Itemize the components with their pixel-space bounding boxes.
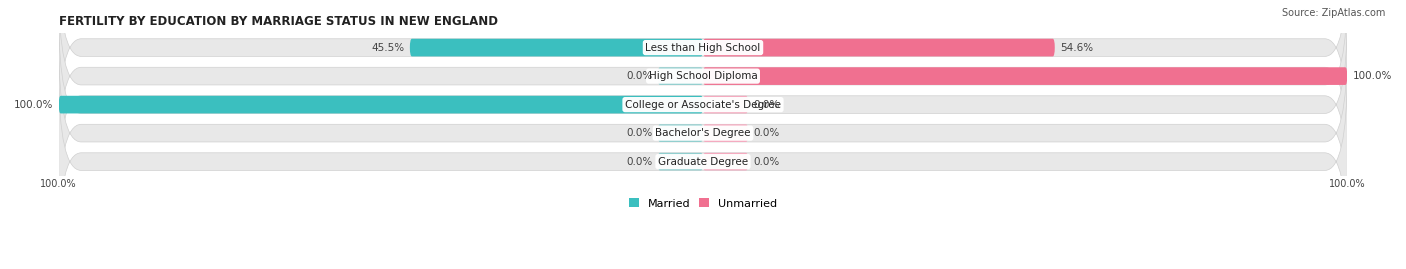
FancyBboxPatch shape: [411, 39, 703, 56]
Text: 0.0%: 0.0%: [754, 128, 779, 138]
FancyBboxPatch shape: [59, 96, 703, 114]
FancyBboxPatch shape: [703, 153, 748, 171]
Text: 0.0%: 0.0%: [627, 128, 652, 138]
FancyBboxPatch shape: [703, 39, 1054, 56]
Text: 0.0%: 0.0%: [627, 71, 652, 81]
Text: College or Associate's Degree: College or Associate's Degree: [626, 100, 780, 109]
FancyBboxPatch shape: [703, 96, 748, 114]
Legend: Married, Unmarried: Married, Unmarried: [624, 194, 782, 213]
FancyBboxPatch shape: [658, 67, 703, 85]
Text: 54.6%: 54.6%: [1060, 43, 1092, 53]
Text: Bachelor's Degree: Bachelor's Degree: [655, 128, 751, 138]
Text: 0.0%: 0.0%: [754, 157, 779, 167]
FancyBboxPatch shape: [59, 0, 1347, 139]
Text: Less than High School: Less than High School: [645, 43, 761, 53]
Text: Source: ZipAtlas.com: Source: ZipAtlas.com: [1281, 8, 1385, 18]
FancyBboxPatch shape: [658, 153, 703, 171]
Text: High School Diploma: High School Diploma: [648, 71, 758, 81]
Text: Graduate Degree: Graduate Degree: [658, 157, 748, 167]
FancyBboxPatch shape: [59, 0, 1347, 167]
FancyBboxPatch shape: [59, 14, 1347, 196]
FancyBboxPatch shape: [59, 42, 1347, 224]
Text: 100.0%: 100.0%: [14, 100, 53, 109]
Text: 100.0%: 100.0%: [1353, 71, 1392, 81]
FancyBboxPatch shape: [59, 71, 1347, 253]
FancyBboxPatch shape: [703, 124, 748, 142]
Text: 0.0%: 0.0%: [754, 100, 779, 109]
Text: 0.0%: 0.0%: [627, 157, 652, 167]
Text: 45.5%: 45.5%: [371, 43, 405, 53]
Text: FERTILITY BY EDUCATION BY MARRIAGE STATUS IN NEW ENGLAND: FERTILITY BY EDUCATION BY MARRIAGE STATU…: [59, 15, 498, 28]
FancyBboxPatch shape: [703, 67, 1347, 85]
FancyBboxPatch shape: [658, 124, 703, 142]
